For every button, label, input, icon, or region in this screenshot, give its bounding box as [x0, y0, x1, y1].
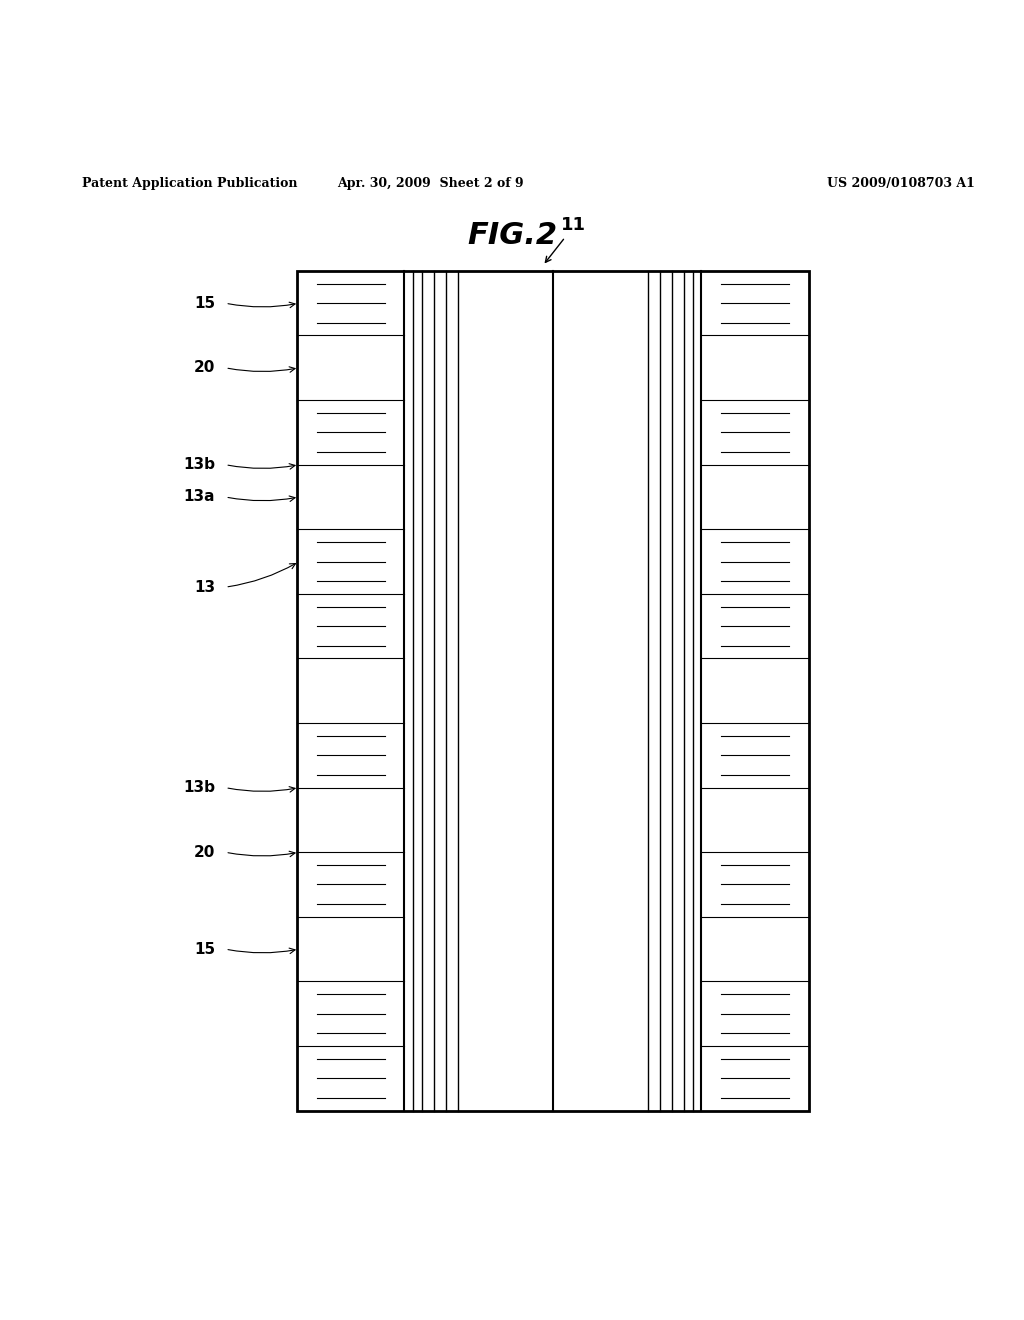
- Text: 13: 13: [194, 579, 215, 594]
- Bar: [297, 271, 809, 1110]
- Text: US 2009/0108703 A1: US 2009/0108703 A1: [827, 177, 975, 190]
- Text: Patent Application Publication: Patent Application Publication: [82, 177, 297, 190]
- Text: 20: 20: [194, 360, 215, 375]
- Text: 11: 11: [561, 215, 586, 234]
- Text: 15: 15: [194, 941, 215, 957]
- Text: 15: 15: [194, 296, 215, 310]
- Text: 13b: 13b: [183, 457, 215, 473]
- Text: Apr. 30, 2009  Sheet 2 of 9: Apr. 30, 2009 Sheet 2 of 9: [337, 177, 523, 190]
- Text: 13b: 13b: [183, 780, 215, 795]
- Text: 13a: 13a: [183, 490, 215, 504]
- Text: FIG.2: FIG.2: [467, 220, 557, 249]
- Text: 20: 20: [194, 845, 215, 859]
